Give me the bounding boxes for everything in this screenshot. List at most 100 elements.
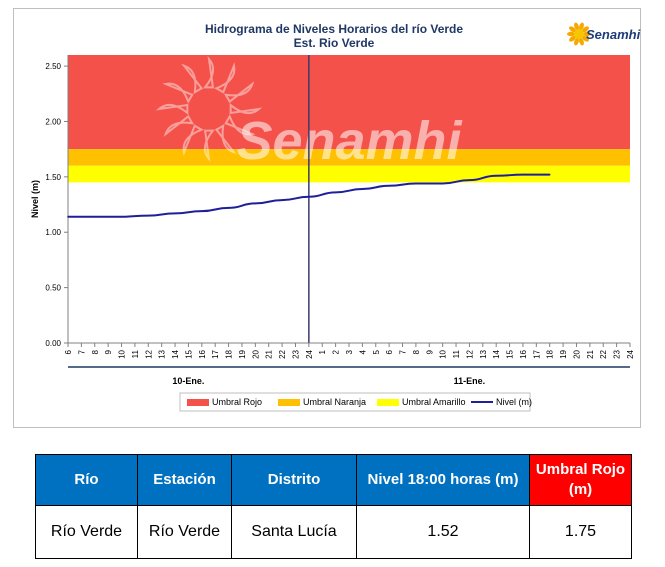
chart-title: Hidrograma de Niveles Horarios del río V… <box>205 22 463 36</box>
legend-swatch <box>187 399 209 406</box>
series-point <box>147 214 150 217</box>
x-tick-label: 19 <box>238 349 247 358</box>
series-point <box>227 207 230 209</box>
table-row: Río Verde Río Verde Santa Lucía 1.52 1.7… <box>35 505 632 559</box>
x-tick-label: 1 <box>318 349 327 354</box>
x-tick-label: 24 <box>305 349 314 358</box>
y-tick-label: 1.00 <box>45 228 61 237</box>
x-tick-label: 18 <box>546 349 555 358</box>
x-tick-label: 20 <box>572 349 581 358</box>
x-tick-label: 8 <box>91 349 100 354</box>
header-rio: Río <box>35 454 138 506</box>
x-tick-label: 13 <box>158 349 167 358</box>
hydrograph-chart: Senamhi 0.00 0.50 1.00 1.50 2.00 2.50 6 7 8 9 10 11 1… <box>13 8 641 428</box>
series-point <box>334 191 337 194</box>
x-tick-label: 12 <box>465 349 474 358</box>
legend-label: Umbral Amarillo <box>402 397 466 407</box>
x-tick-label: 9 <box>425 349 434 354</box>
x-tick-label: 17 <box>211 349 220 358</box>
series-point <box>281 199 283 201</box>
logo-text: Senamhi <box>586 27 641 42</box>
x-tick-label: 2 <box>332 349 341 354</box>
x-tick-label: 8 <box>412 349 421 354</box>
cell-nivel: 1.52 <box>356 505 530 559</box>
watermark-sun-icon <box>155 55 263 163</box>
chart-subtitle: Est. Rio Verde <box>294 36 375 50</box>
watermark-text: Senamhi <box>236 111 462 171</box>
x-tick-label: 11 <box>452 349 461 358</box>
legend-box <box>179 392 531 412</box>
header-umbral-rojo: Umbral Rojo (m) <box>529 454 632 506</box>
x-tick-label: 14 <box>492 349 501 358</box>
y-tick-label: 2.50 <box>45 62 61 71</box>
x-tick-label: 7 <box>77 349 86 354</box>
threshold-band-1 <box>68 55 630 150</box>
x-tick-label: 3 <box>345 349 354 354</box>
cell-rio: Río Verde <box>35 505 138 559</box>
cell-estacion: Río Verde <box>137 505 232 559</box>
y-tick-label: 2.00 <box>45 117 61 126</box>
x-tick-label: 21 <box>265 349 274 358</box>
header-estacion: Estación <box>137 454 232 506</box>
series-point <box>67 215 69 218</box>
series-point <box>254 202 257 205</box>
x-tick-label: 23 <box>613 349 622 358</box>
x-tick-label: 15 <box>184 349 193 358</box>
x-tick-label: 10 <box>439 349 448 358</box>
series-point <box>388 184 390 187</box>
senamhi-logo-icon <box>567 22 591 46</box>
x-tick-label: 6 <box>385 349 394 354</box>
x-tick-label: 23 <box>291 349 300 358</box>
series-point <box>120 215 123 218</box>
x-tick-label: 21 <box>586 349 595 358</box>
x-tick-label: 19 <box>559 349 568 358</box>
threshold-band-2 <box>68 149 630 166</box>
y-axis-label: Nivel (m) <box>30 180 40 218</box>
x-tick-label: 16 <box>519 349 528 358</box>
legend-label: Umbral Rojo <box>212 397 262 407</box>
y-tick-label: 1.50 <box>45 173 61 182</box>
x-tick-label: 22 <box>599 349 608 358</box>
x-tick-label: 7 <box>399 349 408 354</box>
table-header-row: Río Estación Distrito Nivel 18:00 horas … <box>35 454 632 506</box>
series-point <box>361 188 364 190</box>
series-point <box>415 182 417 185</box>
x-tick-label: 15 <box>506 349 515 358</box>
x-tick-label: 6 <box>64 349 73 354</box>
x-tick-label: 17 <box>532 349 541 358</box>
level-summary-table: Río Estación Distrito Nivel 18:00 horas … <box>35 454 632 559</box>
y-tick-label: 0.50 <box>45 284 61 293</box>
legend-label: Nivel (m) <box>496 397 532 407</box>
x-tick-label: 11 <box>131 349 140 358</box>
header-nivel: Nivel 18:00 horas (m) <box>356 454 530 506</box>
x-tick-label: 16 <box>198 349 207 358</box>
y-tick-label: 0.00 <box>45 339 61 348</box>
x-tick-label: 22 <box>278 349 287 358</box>
x-tick-label: 9 <box>104 349 113 354</box>
series-point <box>522 173 524 176</box>
series-point <box>548 173 551 176</box>
legend-swatch <box>278 399 300 406</box>
x-tick-label: 10 <box>118 349 127 358</box>
series-point <box>174 212 176 215</box>
x-tick-label: 4 <box>358 349 367 354</box>
day-label-2: 11-Ene. <box>454 376 486 386</box>
day-label-1: 10-Ene. <box>172 376 204 386</box>
legend-swatch <box>377 399 399 406</box>
series-point <box>308 195 310 198</box>
header-distrito: Distrito <box>231 454 357 506</box>
cell-distrito: Santa Lucía <box>231 505 357 559</box>
x-tick-label: 18 <box>225 349 234 358</box>
series-point <box>201 210 203 212</box>
x-tick-label: 12 <box>144 349 153 358</box>
series-point <box>441 182 444 185</box>
series-point <box>468 179 471 181</box>
series-point <box>495 174 497 177</box>
x-tick-label: 5 <box>372 349 381 354</box>
series-point <box>93 215 96 218</box>
x-tick-label: 14 <box>171 349 180 358</box>
cell-umbral-rojo: 1.75 <box>529 505 632 559</box>
x-tick-label: 13 <box>479 349 488 358</box>
x-tick-label: 20 <box>251 349 260 358</box>
